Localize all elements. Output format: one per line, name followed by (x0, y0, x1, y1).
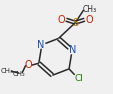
Text: O: O (25, 60, 32, 70)
Text: N: N (69, 45, 76, 55)
Text: O: O (57, 15, 65, 25)
Text: CH₂: CH₂ (13, 71, 25, 77)
Text: CH₃: CH₃ (1, 68, 13, 74)
Text: O: O (85, 15, 92, 25)
Text: S: S (72, 18, 78, 28)
Text: Cl: Cl (74, 74, 83, 83)
Text: CH₃: CH₃ (82, 5, 96, 14)
Text: N: N (37, 40, 44, 50)
